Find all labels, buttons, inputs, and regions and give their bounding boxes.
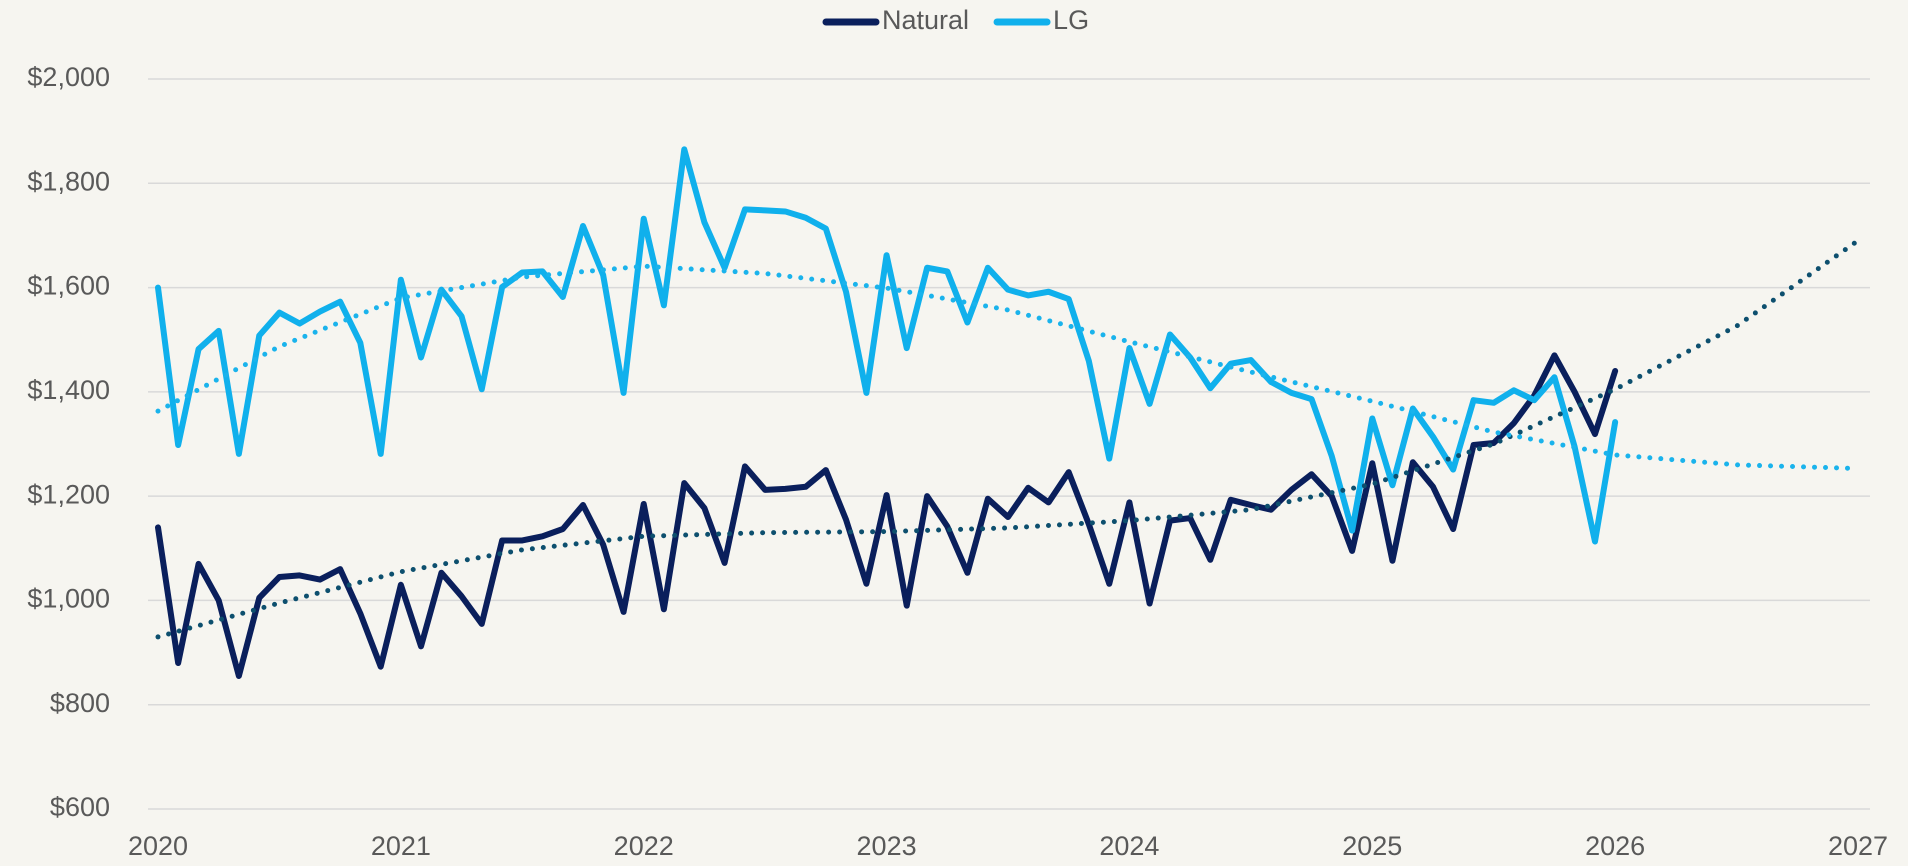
y-tick-label: $800 [50, 688, 110, 718]
x-tick-label: 2024 [1099, 831, 1159, 861]
trend-line [155, 238, 1861, 640]
y-tick-label: $2,000 [27, 62, 110, 92]
y-tick-label: $1,200 [27, 479, 110, 509]
y-tick-label: $1,600 [27, 271, 110, 301]
y-tick-label: $600 [50, 792, 110, 822]
x-tick-label: 2026 [1585, 831, 1645, 861]
x-tick-label: 2020 [128, 831, 188, 861]
series-line [155, 352, 1619, 680]
x-tick-label: 2027 [1828, 831, 1888, 861]
x-tick-label: 2025 [1342, 831, 1402, 861]
y-tick-label: $1,800 [27, 166, 110, 196]
x-tick-label: 2023 [857, 831, 917, 861]
trend-line [155, 263, 1861, 472]
series-line [155, 146, 1619, 545]
legend-label: Natural [882, 5, 969, 35]
y-tick-label: $1,400 [27, 375, 110, 405]
x-tick-label: 2021 [371, 831, 431, 861]
legend-label: LG [1053, 5, 1089, 35]
y-tick-label: $1,000 [27, 584, 110, 614]
x-tick-label: 2022 [614, 831, 674, 861]
